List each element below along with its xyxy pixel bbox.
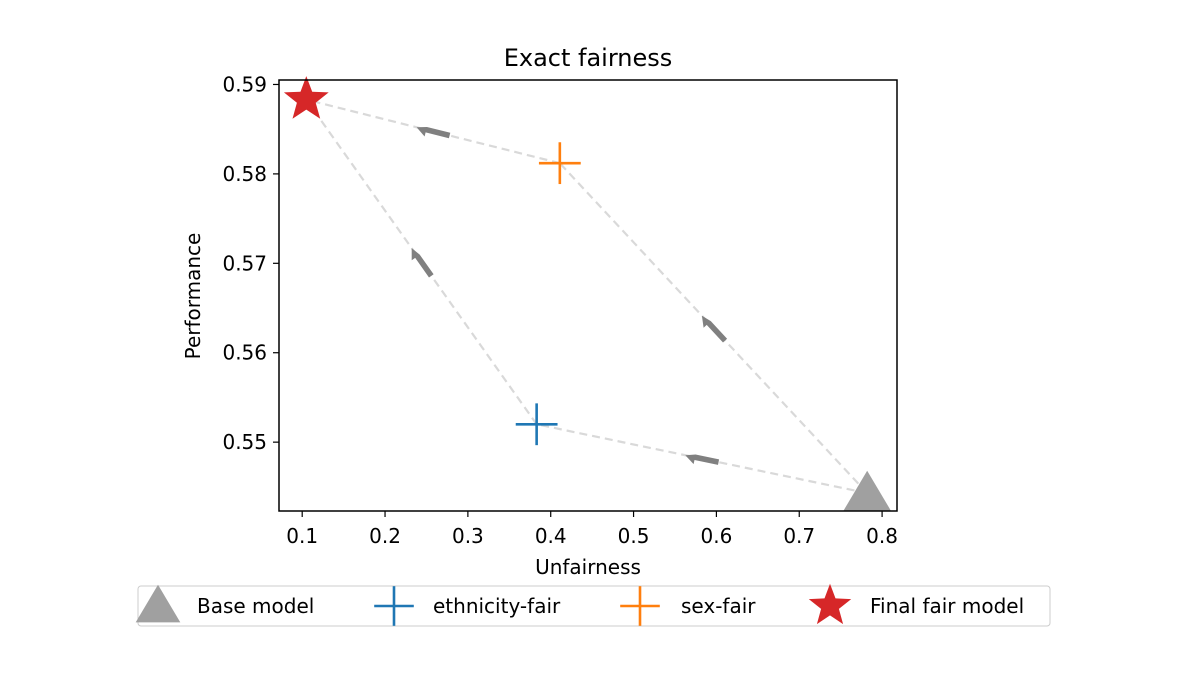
connection-paths xyxy=(305,98,868,495)
point-final-fair-model xyxy=(283,76,329,119)
legend-label: Final fair model xyxy=(870,594,1024,618)
point-ethnicity-fair xyxy=(515,403,558,446)
arrow-base-model-to-ethnicity-fair xyxy=(685,454,720,465)
legend-label: Base model xyxy=(197,594,314,618)
x-tick-label: 0.5 xyxy=(618,524,650,548)
y-tick-label: 0.59 xyxy=(222,72,267,96)
y-axis-label: Performance xyxy=(181,233,205,360)
legend-item-base-model: Base model xyxy=(135,584,314,623)
point-base-model xyxy=(843,470,891,511)
y-tick-label: 0.56 xyxy=(222,341,267,365)
legend-item-sex-fair: sex-fair xyxy=(620,586,756,626)
legend: Base model ethnicity-fair sex-fair Final fa… xyxy=(135,583,1051,627)
legend-marker-base-model xyxy=(135,584,181,623)
y-tick-label: 0.55 xyxy=(222,430,267,454)
y-tick-label: 0.58 xyxy=(222,162,267,186)
x-tick-label: 0.8 xyxy=(866,524,898,548)
legend-label: sex-fair xyxy=(681,594,756,618)
chart-title: Exact fairness xyxy=(504,44,673,72)
legend-label: ethnicity-fair xyxy=(433,594,561,618)
arrow-sex-fair-to-final-fair-model xyxy=(416,127,451,139)
x-tick-label: 0.1 xyxy=(286,524,318,548)
x-axis-ticks: 0.1 0.2 0.3 0.4 0.5 0.6 0.7 0.8 xyxy=(286,511,898,548)
plot-area-frame xyxy=(278,79,898,512)
legend-marker-sex-fair xyxy=(620,586,660,626)
legend-marker-ethnicity-fair xyxy=(374,586,414,626)
y-axis-ticks: 0.55 0.56 0.57 0.58 0.59 xyxy=(222,72,279,454)
path-base-model-to-ethnicity-fair xyxy=(536,423,868,495)
arrow-ethnicity-fair-to-final-fair-model xyxy=(411,248,434,278)
x-axis-label: Unfairness xyxy=(535,555,641,579)
x-tick-label: 0.2 xyxy=(369,524,401,548)
data-points xyxy=(283,76,891,511)
arrow-base-model-to-sex-fair xyxy=(701,315,728,343)
legend-item-final-fair-model: Final fair model xyxy=(808,583,1024,625)
x-tick-label: 0.6 xyxy=(700,524,732,548)
legend-item-ethnicity-fair: ethnicity-fair xyxy=(374,586,561,626)
y-tick-label: 0.57 xyxy=(222,251,267,275)
legend-marker-final-fair-model xyxy=(808,583,852,625)
point-sex-fair xyxy=(538,142,581,185)
x-tick-label: 0.3 xyxy=(452,524,484,548)
x-tick-label: 0.4 xyxy=(535,524,567,548)
direction-arrows xyxy=(411,127,728,465)
x-tick-label: 0.7 xyxy=(783,524,815,548)
